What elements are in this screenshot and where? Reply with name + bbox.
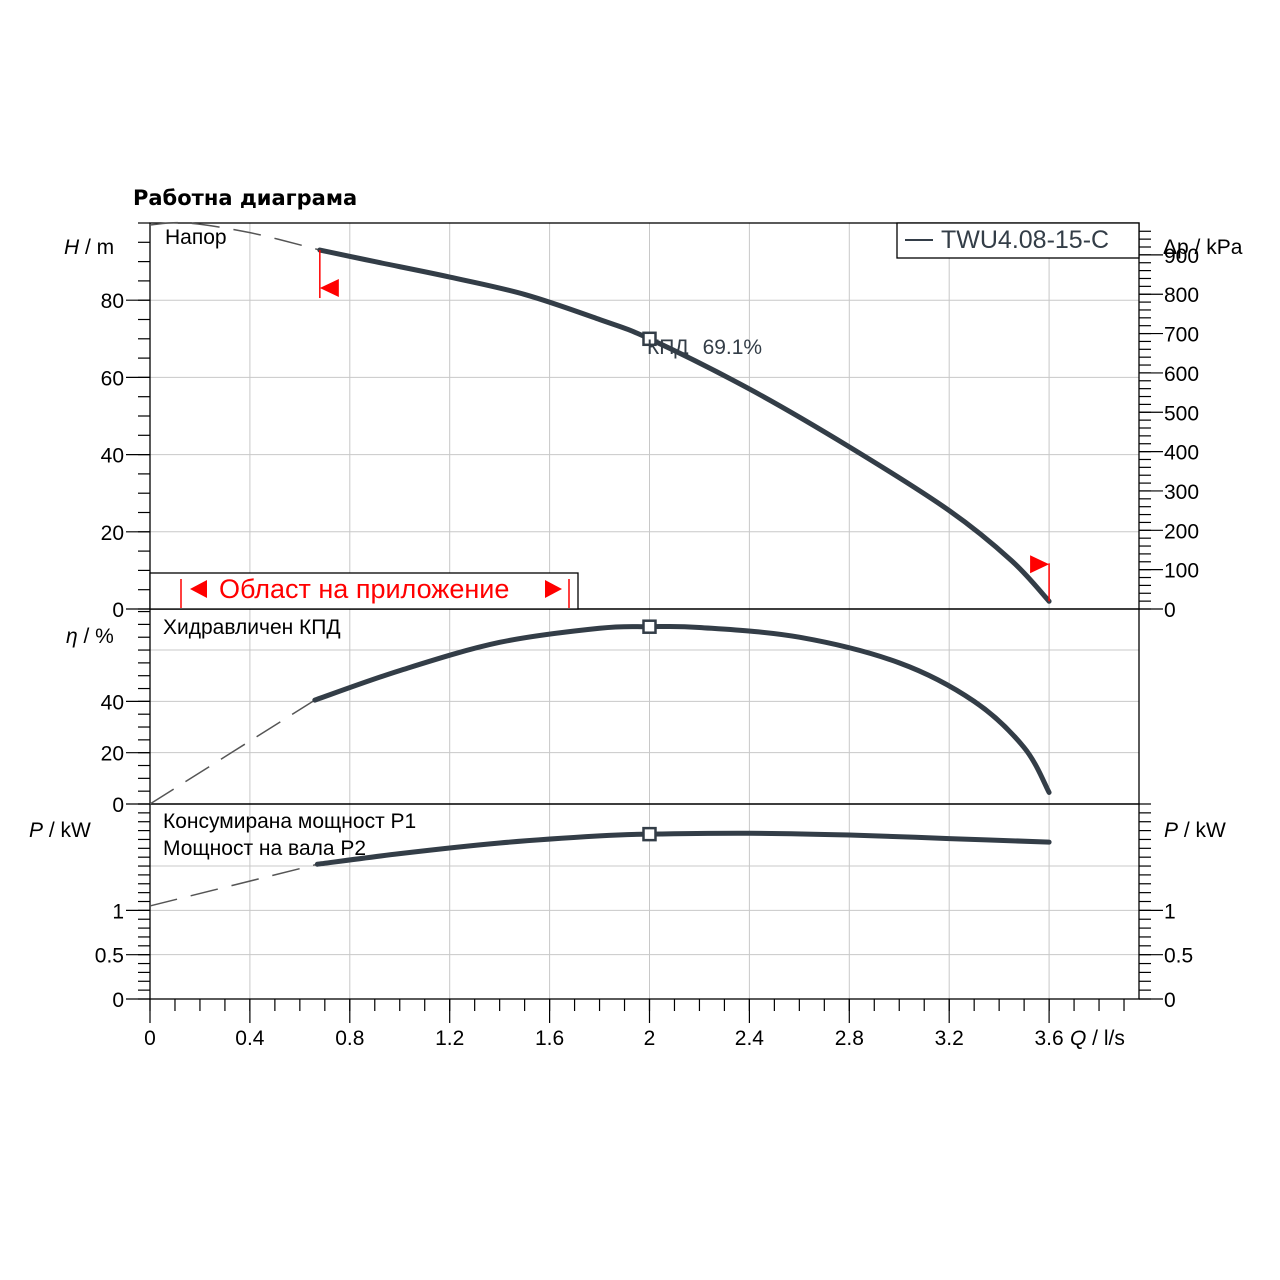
flow-tick-label: 0.8 — [335, 1027, 364, 1050]
power-panel-title-p1: Консумирана мощност P1 — [163, 810, 416, 833]
head-panel-title: Напор — [165, 226, 227, 249]
power-extrapolated-curve — [149, 863, 318, 907]
efficiency-left-tick-label: 0 — [112, 794, 124, 817]
power-axis-var-left: P — [29, 819, 43, 842]
pressure-axis-var: Δp — [1163, 236, 1189, 259]
flow-tick-label: 2.8 — [835, 1027, 864, 1050]
pressure-right-tick-label: 900 — [1164, 245, 1199, 268]
efficiency-axis-var: η — [66, 625, 78, 648]
pressure-right-tick-label: 500 — [1164, 402, 1199, 425]
flow-tick-label: 1.6 — [535, 1027, 564, 1050]
range-box-right-arrow — [545, 580, 562, 598]
pressure-right-tick-label: 600 — [1164, 363, 1199, 386]
power-panel-title-p2: Мощност на вала P2 — [163, 837, 366, 860]
head-left-tick-label: 0 — [112, 599, 124, 622]
power-axis-label-right: P / kW — [1164, 819, 1226, 842]
flow-axis-unit: / l/s — [1086, 1027, 1125, 1050]
power-axis-unit-right: / kW — [1178, 819, 1226, 842]
axis-ticks — [126, 222, 1163, 1023]
efficiency-axis-label: η / % — [66, 625, 114, 648]
power-left-tick-label: 0.5 — [95, 945, 124, 968]
head-panel-frame — [149, 222, 1140, 610]
head-axis-unit: / m — [79, 236, 114, 259]
application-range-box — [149, 572, 579, 610]
pressure-right-tick-label: 200 — [1164, 520, 1199, 543]
efficiency-curve — [312, 623, 1052, 795]
head-axis-var: H — [64, 236, 80, 259]
head-extrapolated-curve — [149, 221, 321, 251]
efficiency-extrapolated-curve — [149, 699, 316, 805]
efficiency-left-tick-label: 40 — [101, 691, 124, 714]
pressure-right-tick-label: 700 — [1164, 324, 1199, 347]
legend-box — [896, 222, 1140, 259]
flow-tick-label: 3.6 — [1034, 1027, 1063, 1050]
chart-title: Работна диаграма — [133, 186, 357, 210]
grid-lines — [150, 223, 1139, 999]
efficiency-left-tick-label: 20 — [101, 743, 124, 766]
flow-axis-var: Q — [1070, 1027, 1086, 1050]
power-axis-unit-left: / kW — [43, 819, 91, 842]
head-left-tick-label: 60 — [101, 367, 124, 390]
pressure-right-tick-label: 0 — [1164, 599, 1176, 622]
power-left-tick-label: 0 — [112, 989, 124, 1012]
flow-tick-label: 1.2 — [435, 1027, 464, 1050]
pressure-right-tick-label: 400 — [1164, 442, 1199, 465]
pressure-right-tick-label: 800 — [1164, 284, 1199, 307]
legend-label: TWU4.08-15-C — [941, 226, 1109, 254]
head-left-tick-label: 80 — [101, 290, 124, 313]
pressure-right-tick-label: 100 — [1164, 560, 1199, 583]
flow-tick-label: 3.2 — [935, 1027, 964, 1050]
operating-point-eff-value: 69.1% — [703, 336, 763, 359]
range-limit-left-arrow — [319, 279, 339, 298]
power-right-tick-label: 0.5 — [1164, 945, 1193, 968]
axis-labels: 0204060800204000.51010020030040050060070… — [95, 245, 1199, 1050]
pressure-axis-unit: / kPa — [1189, 236, 1243, 259]
head-left-tick-label: 20 — [101, 522, 124, 545]
power-axis-var-right: P — [1164, 819, 1178, 842]
flow-tick-label: 0 — [144, 1027, 156, 1050]
flow-tick-label: 2 — [644, 1027, 656, 1050]
range-limit-right-arrow — [1030, 555, 1050, 574]
head-curve — [317, 247, 1052, 604]
power-right-tick-label: 1 — [1164, 900, 1176, 923]
head-operating-point — [642, 331, 657, 347]
operating-point-eff-label: КПД — [647, 336, 689, 359]
head-axis-label: H / m — [64, 236, 114, 259]
application-range-label: Област на приложение — [219, 574, 509, 604]
flow-axis-label: Q / l/s — [1070, 1027, 1125, 1050]
power-right-tick-label: 0 — [1164, 989, 1176, 1012]
flow-tick-label: 2.4 — [735, 1027, 765, 1050]
pressure-axis-label: Δp / kPa — [1163, 236, 1243, 259]
head-left-tick-label: 40 — [101, 445, 124, 468]
flow-tick-label: 0.4 — [235, 1027, 265, 1050]
pressure-right-tick-label: 300 — [1164, 481, 1199, 504]
curves — [149, 221, 1052, 907]
range-box-left-arrow — [190, 580, 207, 598]
operating-point-label: КПД 69.1% — [647, 336, 762, 359]
efficiency-panel-title: Хидравличен КПД — [163, 616, 341, 639]
efficiency-operating-point — [642, 619, 657, 634]
efficiency-axis-unit: / % — [78, 625, 114, 648]
power-axis-label-left: P / kW — [29, 819, 91, 842]
power-operating-point — [642, 826, 657, 842]
power-curve — [314, 830, 1052, 867]
power-left-tick-label: 1 — [112, 900, 124, 923]
